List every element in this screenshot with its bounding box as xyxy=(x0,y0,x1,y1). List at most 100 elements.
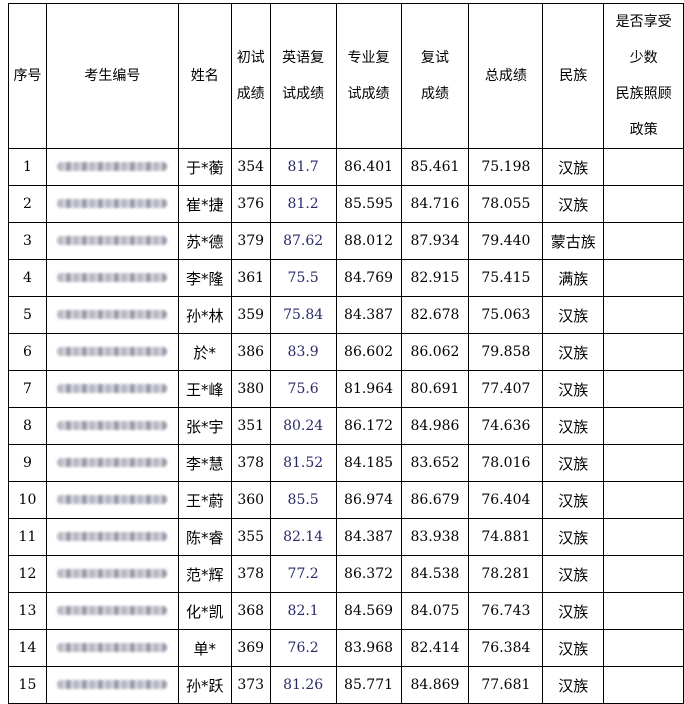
table-row: 3 苏*德 379 87.62 88.012 87.934 79.440 蒙古族 xyxy=(8,222,684,260)
header-initial-score-text: 初试成绩 xyxy=(236,50,265,102)
cell-english-retest: 83.9 xyxy=(269,333,337,371)
cell-index: 6 xyxy=(8,333,47,371)
cell-initial-score: 354 xyxy=(230,148,271,186)
cell-english-retest: 81.2 xyxy=(269,185,337,223)
cell-name: 於* xyxy=(177,333,232,371)
cell-initial-score: 369 xyxy=(230,629,271,667)
header-retest-score-text: 复试成绩 xyxy=(420,50,449,102)
table-row: 14 单* 369 76.2 83.968 82.414 76.384 汉族 xyxy=(8,629,684,667)
cell-index: 8 xyxy=(8,407,47,445)
cell-index: 12 xyxy=(8,555,47,593)
redacted-candidate-id xyxy=(57,273,168,282)
cell-total-score: 78.055 xyxy=(468,185,544,223)
cell-minority-policy xyxy=(603,185,684,223)
cell-candidate-id xyxy=(45,518,179,556)
table-row: 2 崔*捷 376 81.2 85.595 84.716 78.055 汉族 xyxy=(8,185,684,223)
cell-candidate-id xyxy=(45,185,179,223)
redacted-candidate-id xyxy=(57,680,168,689)
cell-ethnicity: 汉族 xyxy=(542,592,605,630)
cell-ethnicity: 蒙古族 xyxy=(542,222,605,260)
cell-english-retest: 82.14 xyxy=(269,518,337,556)
cell-major-retest: 86.372 xyxy=(335,555,402,593)
cell-ethnicity: 汉族 xyxy=(542,370,605,408)
cell-major-retest: 84.387 xyxy=(335,296,402,334)
redacted-candidate-id xyxy=(57,458,168,467)
cell-ethnicity: 汉族 xyxy=(542,296,605,334)
cell-candidate-id xyxy=(45,370,179,408)
cell-retest-score: 82.678 xyxy=(400,296,470,334)
cell-initial-score: 386 xyxy=(230,333,271,371)
header-index: 序号 xyxy=(8,3,47,149)
cell-major-retest: 81.964 xyxy=(335,370,402,408)
cell-total-score: 76.404 xyxy=(468,481,544,519)
cell-english-retest: 77.2 xyxy=(269,555,337,593)
cell-total-score: 75.198 xyxy=(468,148,544,186)
redacted-candidate-id xyxy=(57,347,168,356)
cell-major-retest: 86.602 xyxy=(335,333,402,371)
redacted-candidate-id xyxy=(57,643,168,652)
cell-major-retest: 84.185 xyxy=(335,444,402,482)
cell-english-retest: 81.52 xyxy=(269,444,337,482)
cell-english-retest: 75.5 xyxy=(269,259,337,297)
cell-index: 9 xyxy=(8,444,47,482)
cell-retest-score: 80.691 xyxy=(400,370,470,408)
cell-name: 王*峰 xyxy=(177,370,232,408)
cell-minority-policy xyxy=(603,333,684,371)
cell-minority-policy xyxy=(603,222,684,260)
table-row: 12 范*辉 378 77.2 86.372 84.538 78.281 汉族 xyxy=(8,555,684,593)
cell-ethnicity: 汉族 xyxy=(542,148,605,186)
header-ethnicity: 民族 xyxy=(542,3,605,149)
table-row: 11 陈*睿 355 82.14 84.387 83.938 74.881 汉族 xyxy=(8,518,684,556)
cell-retest-score: 84.986 xyxy=(400,407,470,445)
cell-index: 5 xyxy=(8,296,47,334)
header-name: 姓名 xyxy=(177,3,232,149)
table-row: 4 李*隆 361 75.5 84.769 82.915 75.415 满族 xyxy=(8,259,684,297)
redacted-candidate-id xyxy=(57,162,168,171)
cell-index: 10 xyxy=(8,481,47,519)
cell-ethnicity: 汉族 xyxy=(542,407,605,445)
cell-minority-policy xyxy=(603,444,684,482)
cell-ethnicity: 汉族 xyxy=(542,629,605,667)
redacted-candidate-id xyxy=(57,532,168,541)
cell-major-retest: 84.769 xyxy=(335,259,402,297)
cell-major-retest: 85.595 xyxy=(335,185,402,223)
cell-english-retest: 85.5 xyxy=(269,481,337,519)
cell-retest-score: 83.652 xyxy=(400,444,470,482)
header-major-retest: 专业复 试成绩 xyxy=(335,3,402,149)
cell-initial-score: 373 xyxy=(230,666,271,704)
cell-index: 13 xyxy=(8,592,47,630)
table-row: 5 孙*林 359 75.84 84.387 82.678 75.063 汉族 xyxy=(8,296,684,334)
cell-index: 14 xyxy=(8,629,47,667)
cell-english-retest: 76.2 xyxy=(269,629,337,667)
cell-name: 李*隆 xyxy=(177,259,232,297)
cell-candidate-id xyxy=(45,666,179,704)
cell-english-retest: 87.62 xyxy=(269,222,337,260)
cell-index: 7 xyxy=(8,370,47,408)
cell-minority-policy xyxy=(603,629,684,667)
redacted-candidate-id xyxy=(57,606,168,615)
header-row: 序号 考生编号 姓名 初试成绩 英语复 试成绩 专业复 试成绩 复试成绩 总成绩 民… xyxy=(8,3,684,149)
cell-english-retest: 82.1 xyxy=(269,592,337,630)
cell-candidate-id xyxy=(45,296,179,334)
header-total-score: 总成绩 xyxy=(468,3,544,149)
cell-total-score: 78.016 xyxy=(468,444,544,482)
cell-english-retest: 75.6 xyxy=(269,370,337,408)
cell-ethnicity: 汉族 xyxy=(542,185,605,223)
cell-major-retest: 84.387 xyxy=(335,518,402,556)
cell-ethnicity: 汉族 xyxy=(542,666,605,704)
cell-retest-score: 84.716 xyxy=(400,185,470,223)
cell-ethnicity: 汉族 xyxy=(542,481,605,519)
cell-english-retest: 75.84 xyxy=(269,296,337,334)
cell-candidate-id xyxy=(45,222,179,260)
cell-retest-score: 83.938 xyxy=(400,518,470,556)
cell-major-retest: 85.771 xyxy=(335,666,402,704)
cell-total-score: 74.881 xyxy=(468,518,544,556)
table-row: 7 王*峰 380 75.6 81.964 80.691 77.407 汉族 xyxy=(8,370,684,408)
cell-name: 孙*跃 xyxy=(177,666,232,704)
cell-initial-score: 360 xyxy=(230,481,271,519)
cell-english-retest: 81.7 xyxy=(269,148,337,186)
header-candidate-id: 考生编号 xyxy=(45,3,179,149)
score-table: 序号 考生编号 姓名 初试成绩 英语复 试成绩 专业复 试成绩 复试成绩 总成绩 民… xyxy=(8,3,684,704)
cell-total-score: 76.743 xyxy=(468,592,544,630)
cell-minority-policy xyxy=(603,481,684,519)
